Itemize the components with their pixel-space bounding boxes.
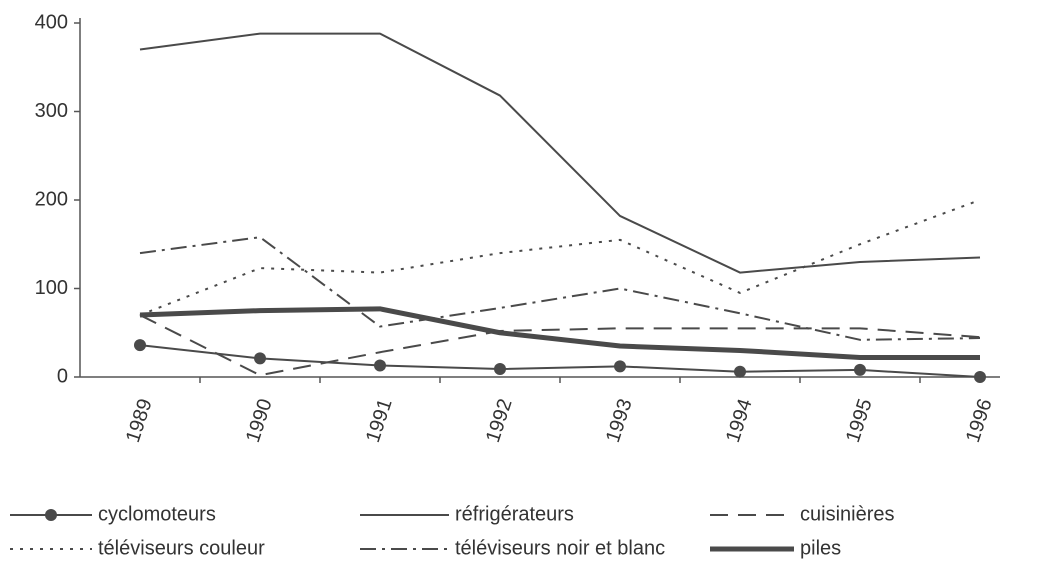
y-tick-label: 300 (35, 100, 68, 122)
y-tick-label: 400 (35, 11, 68, 33)
point (374, 359, 386, 372)
y-tick-label: 200 (35, 188, 68, 210)
y-tick-label: 0 (57, 365, 68, 387)
x-tick-label: 1989 (122, 396, 157, 445)
x-tick-label: 1991 (362, 396, 397, 445)
x-tick-label: 1995 (842, 396, 877, 445)
legend-label: piles (800, 537, 841, 559)
point (854, 363, 866, 376)
legend-label: cuisinières (800, 503, 894, 525)
point (614, 360, 626, 373)
x-tick-label: 1996 (962, 396, 997, 445)
series-line (139, 306, 980, 361)
point (254, 352, 266, 365)
legend-label: cyclomoteurs (98, 503, 216, 525)
point (494, 363, 506, 376)
series-line (139, 314, 981, 377)
legend-label: téléviseurs noir et blanc (455, 537, 665, 559)
point (134, 339, 146, 352)
series-line (139, 236, 981, 341)
x-tick-label: 1993 (602, 396, 637, 445)
legend-marker (45, 509, 57, 521)
x-tick-label: 1992 (482, 396, 517, 445)
legend-label: réfrigérateurs (455, 503, 574, 525)
x-tick-label: 1994 (722, 396, 757, 445)
x-tick-label: 1990 (242, 396, 277, 445)
point (974, 371, 986, 383)
series-line (139, 199, 981, 316)
y-tick-label: 100 (35, 277, 68, 299)
series-line (139, 32, 981, 274)
series-line (139, 344, 981, 378)
point (734, 365, 746, 378)
legend-label: téléviseurs couleur (98, 537, 265, 559)
